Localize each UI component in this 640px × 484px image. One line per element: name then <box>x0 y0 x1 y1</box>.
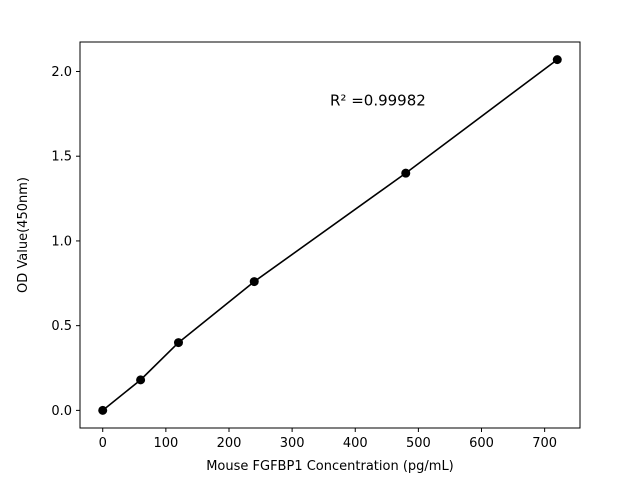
y-axis-label: OD Value(450nm) <box>16 177 31 293</box>
y-tick-label: 0.0 <box>51 404 72 419</box>
r-squared-annotation: R² =0.99982 <box>330 91 426 109</box>
y-tick-label: 0.5 <box>51 319 72 334</box>
x-tick-label: 600 <box>469 436 494 451</box>
x-tick-label: 100 <box>153 436 178 451</box>
data-point <box>98 405 108 415</box>
data-point <box>173 338 183 348</box>
data-point <box>249 277 259 287</box>
data-point <box>136 375 146 385</box>
data-point <box>552 55 562 65</box>
data-point <box>401 168 411 178</box>
x-tick-label: 400 <box>343 436 368 451</box>
fit-line <box>102 58 558 412</box>
x-tick-label: 700 <box>532 436 557 451</box>
x-tick-label: 500 <box>406 436 431 451</box>
plot-area <box>79 41 581 429</box>
y-tick-label: 1.5 <box>51 150 72 165</box>
x-axis-label: Mouse FGFBP1 Concentration (pg/mL) <box>206 459 454 474</box>
x-tick-label: 0 <box>99 436 107 451</box>
y-tick-label: 2.0 <box>51 65 72 80</box>
x-tick-label: 300 <box>280 436 305 451</box>
y-tick-label: 1.0 <box>51 234 72 249</box>
x-tick-label: 200 <box>217 436 242 451</box>
